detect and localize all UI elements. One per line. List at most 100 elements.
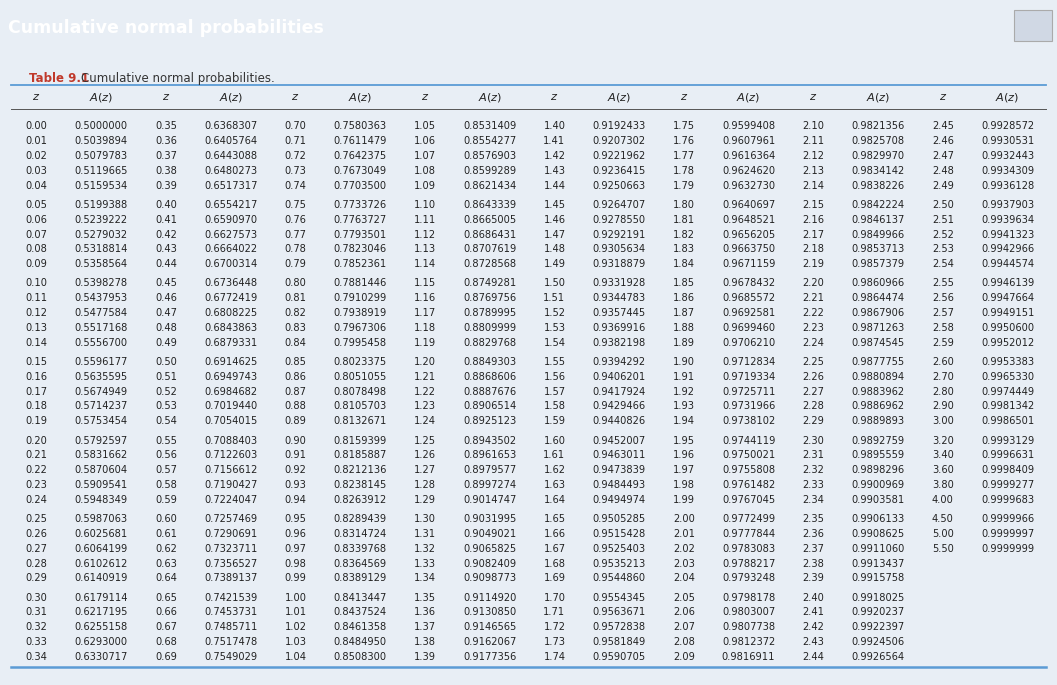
Text: 0.8263912: 0.8263912 <box>334 495 387 505</box>
Text: 2.54: 2.54 <box>932 259 953 269</box>
Text: 0.9344783: 0.9344783 <box>593 293 646 303</box>
Text: 0.5398278: 0.5398278 <box>75 278 128 288</box>
Text: 2.36: 2.36 <box>802 529 824 539</box>
Text: 0.8554277: 0.8554277 <box>463 136 516 146</box>
Text: 2.14: 2.14 <box>802 181 824 190</box>
Text: 0.5948349: 0.5948349 <box>75 495 128 505</box>
Text: 0.8829768: 0.8829768 <box>463 338 516 348</box>
Text: 0.03: 0.03 <box>25 166 48 176</box>
Text: 4.00: 4.00 <box>932 495 953 505</box>
Text: 0.7517478: 0.7517478 <box>204 637 257 647</box>
Text: 2.26: 2.26 <box>802 372 824 382</box>
Text: 0.8943502: 0.8943502 <box>463 436 516 445</box>
Text: 1.99: 1.99 <box>673 495 694 505</box>
Text: 1.18: 1.18 <box>414 323 435 333</box>
Text: 0.6405764: 0.6405764 <box>204 136 257 146</box>
Text: 0.9937903: 0.9937903 <box>981 200 1034 210</box>
Text: 0.9616364: 0.9616364 <box>722 151 775 161</box>
Text: 2.18: 2.18 <box>802 245 824 254</box>
Text: 2.60: 2.60 <box>932 357 953 367</box>
Text: 1.93: 1.93 <box>673 401 694 412</box>
Text: 1.23: 1.23 <box>414 401 435 412</box>
Text: 0.8531409: 0.8531409 <box>463 121 516 132</box>
Text: 0.5437953: 0.5437953 <box>75 293 128 303</box>
Text: 0.25: 0.25 <box>25 514 48 524</box>
Text: 1.87: 1.87 <box>673 308 694 318</box>
Text: 0.99: 0.99 <box>284 573 307 584</box>
Text: 0.9772499: 0.9772499 <box>722 514 775 524</box>
Text: 1.62: 1.62 <box>543 465 565 475</box>
Text: 0.36: 0.36 <box>155 136 177 146</box>
Text: 1.60: 1.60 <box>543 436 565 445</box>
Text: 0.6808225: 0.6808225 <box>204 308 257 318</box>
Text: 0.5119665: 0.5119665 <box>75 166 128 176</box>
Text: 2.53: 2.53 <box>932 245 953 254</box>
Text: 2.19: 2.19 <box>802 259 824 269</box>
Text: 0.8238145: 0.8238145 <box>334 480 387 490</box>
Text: 0.57: 0.57 <box>155 465 177 475</box>
Text: 0.9871263: 0.9871263 <box>852 323 905 333</box>
Text: 0.5159534: 0.5159534 <box>75 181 128 190</box>
Text: 0.5477584: 0.5477584 <box>75 308 128 318</box>
Text: 0.9544860: 0.9544860 <box>593 573 646 584</box>
Text: 0.9926564: 0.9926564 <box>852 652 905 662</box>
Text: 0.9853713: 0.9853713 <box>852 245 905 254</box>
Text: 0.5596177: 0.5596177 <box>75 357 128 367</box>
Text: 0.43: 0.43 <box>155 245 177 254</box>
Text: 1.83: 1.83 <box>673 245 694 254</box>
Text: 0.9903581: 0.9903581 <box>852 495 905 505</box>
Text: 2.24: 2.24 <box>802 338 824 348</box>
Text: 2.06: 2.06 <box>673 608 694 617</box>
Text: 0.8364569: 0.8364569 <box>334 558 387 569</box>
Text: 1.57: 1.57 <box>543 386 565 397</box>
Text: 0.9031995: 0.9031995 <box>463 514 516 524</box>
Text: 0.45: 0.45 <box>155 278 177 288</box>
Text: 0.49: 0.49 <box>155 338 177 348</box>
Text: 1.66: 1.66 <box>543 529 565 539</box>
Text: 0.9939634: 0.9939634 <box>981 214 1034 225</box>
Text: 2.80: 2.80 <box>932 386 953 397</box>
Text: 0.7763727: 0.7763727 <box>334 214 387 225</box>
Text: 0.8728568: 0.8728568 <box>463 259 516 269</box>
Text: 0.5753454: 0.5753454 <box>75 416 128 426</box>
Text: 0.9807738: 0.9807738 <box>722 622 775 632</box>
Text: 0.22: 0.22 <box>25 465 48 475</box>
Text: 1.44: 1.44 <box>543 181 565 190</box>
Text: 0.60: 0.60 <box>155 514 177 524</box>
Text: 0.7257469: 0.7257469 <box>204 514 257 524</box>
Text: 0.8508300: 0.8508300 <box>334 652 387 662</box>
Text: 0.7088403: 0.7088403 <box>204 436 257 445</box>
Text: 0.9867906: 0.9867906 <box>852 308 905 318</box>
Text: 1.68: 1.68 <box>543 558 565 569</box>
Text: 0.8707619: 0.8707619 <box>463 245 516 254</box>
Text: 0.61: 0.61 <box>155 529 177 539</box>
Text: 0.9221962: 0.9221962 <box>593 151 646 161</box>
Text: 0.9952012: 0.9952012 <box>981 338 1034 348</box>
Text: 0.09: 0.09 <box>25 259 48 269</box>
Text: 1.02: 1.02 <box>284 622 307 632</box>
Text: 0.9986501: 0.9986501 <box>981 416 1034 426</box>
Text: 1.67: 1.67 <box>543 544 565 553</box>
Text: 2.41: 2.41 <box>802 608 824 617</box>
Text: 0.67: 0.67 <box>155 622 177 632</box>
Text: 0.00: 0.00 <box>25 121 48 132</box>
Text: 0.9699460: 0.9699460 <box>722 323 775 333</box>
Text: 0.58: 0.58 <box>155 480 177 490</box>
Text: 2.37: 2.37 <box>802 544 824 553</box>
Text: 0.9821356: 0.9821356 <box>852 121 905 132</box>
Text: 2.46: 2.46 <box>932 136 953 146</box>
Text: 0.31: 0.31 <box>25 608 48 617</box>
Text: 2.05: 2.05 <box>673 593 694 603</box>
Text: 0.9974449: 0.9974449 <box>981 386 1034 397</box>
Text: 0.9842224: 0.9842224 <box>852 200 905 210</box>
Text: 0.9207302: 0.9207302 <box>593 136 646 146</box>
Text: 0.6330717: 0.6330717 <box>75 652 128 662</box>
Text: 1.05: 1.05 <box>414 121 435 132</box>
Text: 1.06: 1.06 <box>414 136 435 146</box>
Text: 0.9949151: 0.9949151 <box>981 308 1034 318</box>
Text: 1.56: 1.56 <box>543 372 565 382</box>
Text: 2.56: 2.56 <box>932 293 953 303</box>
Text: 1.81: 1.81 <box>673 214 694 225</box>
Text: 0.42: 0.42 <box>155 229 177 240</box>
Text: 0.9825708: 0.9825708 <box>852 136 905 146</box>
